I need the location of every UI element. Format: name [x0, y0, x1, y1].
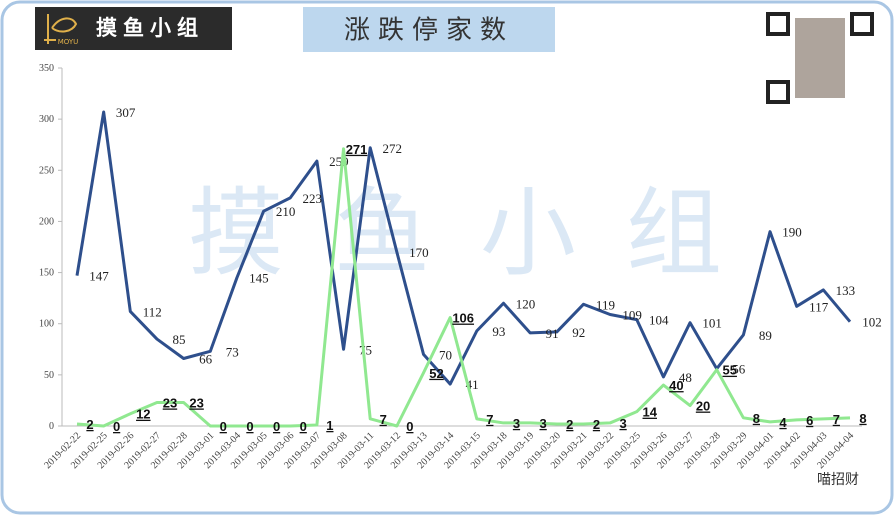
data-label: 40	[669, 378, 683, 393]
data-label: 0	[300, 419, 307, 434]
data-label: 8	[753, 411, 760, 426]
data-label: 75	[359, 342, 372, 357]
data-label: 48	[679, 370, 692, 385]
data-label: 106	[452, 311, 474, 326]
data-label: 1	[326, 418, 333, 433]
data-label: 2	[566, 417, 573, 432]
data-label: 52	[429, 366, 443, 381]
y-tick-label: 200	[39, 216, 54, 227]
data-label: 12	[136, 407, 150, 422]
y-tick-label: 100	[39, 319, 54, 330]
data-label: 3	[619, 416, 626, 431]
data-label: 89	[759, 328, 772, 343]
title-box	[303, 7, 555, 52]
data-label: 307	[116, 105, 136, 120]
data-label: 271	[346, 142, 368, 157]
watermark: 摸鱼小组	[188, 177, 772, 289]
logo-sub: MOYU	[58, 38, 79, 46]
data-label: 119	[596, 297, 615, 312]
data-label: 101	[702, 316, 722, 331]
logo-text: 摸鱼小组	[96, 16, 204, 40]
y-tick-label: 250	[39, 165, 54, 176]
data-label: 7	[833, 412, 840, 427]
data-label: 2	[593, 417, 600, 432]
data-label: 112	[143, 304, 162, 319]
data-label: 93	[492, 324, 505, 339]
data-label: 0	[220, 419, 227, 434]
data-label: 55	[722, 363, 736, 378]
data-label: 2	[86, 417, 93, 432]
series-line	[75, 110, 852, 386]
qr-code	[766, 12, 876, 104]
data-label: 210	[276, 204, 296, 219]
data-label: 7	[486, 412, 493, 427]
data-label: 66	[199, 351, 213, 366]
data-label: 4	[779, 415, 787, 430]
data-label: 23	[163, 395, 177, 410]
data-label: 91	[546, 326, 559, 341]
data-label: 117	[809, 299, 829, 314]
data-label: 133	[836, 283, 856, 298]
data-label: 0	[273, 419, 280, 434]
y-tick-label: 150	[39, 268, 54, 279]
data-label: 7	[380, 412, 387, 427]
data-label: 0	[406, 419, 413, 434]
y-tick-label: 300	[39, 114, 54, 125]
series-line	[76, 147, 851, 428]
data-label: 8	[859, 411, 866, 426]
data-label: 147	[89, 269, 109, 284]
data-label: 23	[189, 395, 203, 410]
data-label: 145	[249, 271, 269, 286]
data-label: 102	[862, 315, 882, 330]
logo-icon	[44, 14, 78, 44]
data-label: 6	[806, 413, 813, 428]
data-label: 3	[540, 416, 547, 431]
data-label: 190	[782, 225, 802, 240]
credit: 喵招财	[817, 472, 859, 488]
data-label: 20	[696, 399, 710, 414]
data-label: 0	[113, 419, 120, 434]
data-label: 56	[732, 362, 746, 377]
chart-title: 涨跌停家数	[344, 16, 514, 46]
data-label: 14	[643, 405, 658, 420]
data-label: 70	[439, 347, 452, 362]
logo-box	[35, 7, 232, 50]
data-label: 104	[649, 313, 669, 328]
y-tick-label: 0	[49, 421, 54, 432]
data-label: 272	[382, 141, 402, 156]
data-label: 223	[302, 191, 322, 206]
data-label: 92	[572, 325, 585, 340]
data-label: 170	[409, 245, 429, 260]
data-label: 73	[226, 344, 239, 359]
data-label: 3	[513, 416, 520, 431]
data-label: 0	[246, 419, 253, 434]
data-label: 85	[172, 332, 185, 347]
y-tick-label: 50	[44, 370, 54, 381]
data-label: 109	[622, 308, 642, 323]
y-tick-label: 350	[39, 63, 54, 74]
data-label: 120	[516, 296, 536, 311]
